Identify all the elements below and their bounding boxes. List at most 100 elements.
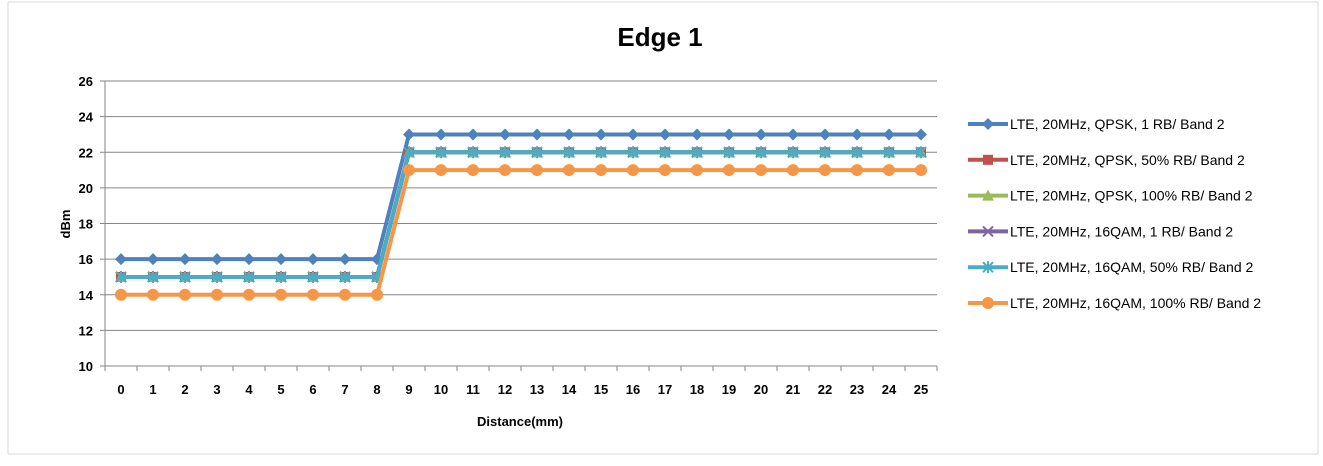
- x-tick-label: 12: [498, 382, 512, 397]
- data-point: [531, 146, 543, 159]
- x-tick-label: 7: [341, 382, 348, 397]
- data-point: [819, 146, 831, 159]
- data-point: [819, 164, 831, 177]
- x-tick-label: 5: [277, 382, 284, 397]
- series-1: [115, 128, 927, 266]
- data-point: [435, 128, 447, 141]
- data-point: [275, 288, 287, 301]
- data-point: [307, 288, 319, 301]
- y-tick-label: 20: [79, 181, 93, 196]
- x-tick-label: 8: [373, 382, 380, 397]
- data-point: [467, 128, 479, 141]
- data-point: [627, 146, 639, 159]
- legend-item: LTE, 20MHz, 16QAM, 50% RB/ Band 2: [968, 259, 1254, 275]
- y-axis-label: dBm: [58, 210, 73, 239]
- x-tick-label: 2: [181, 382, 188, 397]
- legend-label: LTE, 20MHz, 16QAM, 1 RB/ Band 2: [1010, 223, 1233, 239]
- data-point: [755, 128, 767, 141]
- data-point: [595, 146, 607, 159]
- data-point: [915, 128, 927, 141]
- x-tick-label: 4: [245, 382, 253, 397]
- x-tick-label: 17: [658, 382, 672, 397]
- data-point: [403, 164, 415, 177]
- data-point: [755, 146, 767, 159]
- data-point: [723, 128, 735, 141]
- data-point: [499, 146, 511, 159]
- x-tick-label: 3: [213, 382, 220, 397]
- data-point: [275, 270, 287, 283]
- data-point: [787, 146, 799, 159]
- data-point: [435, 146, 447, 159]
- data-point: [499, 164, 511, 177]
- data-point: [243, 288, 255, 301]
- legend-marker: [982, 261, 994, 274]
- data-point: [147, 288, 159, 301]
- data-point: [531, 164, 543, 177]
- data-point: [659, 164, 671, 177]
- data-point: [691, 128, 703, 141]
- legend-label: LTE, 20MHz, QPSK, 50% RB/ Band 2: [1010, 152, 1245, 168]
- series-group: [115, 128, 927, 301]
- data-point: [211, 270, 223, 283]
- data-point: [339, 288, 351, 301]
- x-tick-label: 6: [309, 382, 316, 397]
- data-point: [595, 128, 607, 141]
- data-point: [883, 146, 895, 159]
- data-point: [723, 146, 735, 159]
- marker-stroke: [982, 225, 994, 238]
- x-tick-label: 1: [149, 382, 156, 397]
- data-point: [115, 288, 127, 301]
- data-point: [883, 164, 895, 177]
- legend-label: LTE, 20MHz, 16QAM, 50% RB/ Band 2: [1010, 259, 1254, 275]
- data-point: [563, 146, 575, 159]
- legend: LTE, 20MHz, QPSK, 1 RB/ Band 2 LTE, 20MHz…: [968, 116, 1261, 311]
- data-point: [467, 146, 479, 159]
- legend-item: LTE, 20MHz, QPSK, 1 RB/ Band 2: [968, 116, 1225, 132]
- y-tick-label: 22: [79, 145, 93, 160]
- x-tick-label: 19: [722, 382, 736, 397]
- data-point: [243, 270, 255, 283]
- x-tick-label: 25: [914, 382, 928, 397]
- data-point: [243, 253, 255, 266]
- series-6: [115, 164, 927, 301]
- legend-marker: [982, 225, 994, 238]
- legend-item: LTE, 20MHz, 16QAM, 100% RB/ Band 2: [968, 295, 1261, 311]
- data-point: [115, 253, 127, 266]
- data-point: [275, 253, 287, 266]
- data-point: [307, 253, 319, 266]
- series-line: [121, 150, 921, 279]
- y-tick-label: 24: [79, 110, 94, 125]
- y-tick-label: 26: [79, 74, 93, 89]
- x-tick-label: 13: [530, 382, 544, 397]
- x-tick-label: 14: [562, 382, 577, 397]
- data-point: [467, 164, 479, 177]
- legend-label: LTE, 20MHz, 16QAM, 100% RB/ Band 2: [1010, 295, 1261, 311]
- x-tick-label: 23: [850, 382, 864, 397]
- data-point: [787, 164, 799, 177]
- legend-item: LTE, 20MHz, 16QAM, 1 RB/ Band 2: [968, 223, 1233, 239]
- data-point: [915, 146, 927, 159]
- x-tick-label: 0: [117, 382, 124, 397]
- data-point: [595, 164, 607, 177]
- y-tick-label: 14: [79, 288, 94, 303]
- data-point: [435, 164, 447, 177]
- data-point: [659, 128, 671, 141]
- data-point: [787, 128, 799, 141]
- data-point: [691, 146, 703, 159]
- legend-marker: [982, 297, 994, 309]
- legend-marker: [982, 189, 994, 201]
- x-tick-label: 10: [434, 382, 448, 397]
- data-point: [531, 128, 543, 141]
- data-point: [403, 128, 415, 141]
- data-point: [147, 270, 159, 283]
- data-point: [627, 164, 639, 177]
- data-point: [179, 270, 191, 283]
- data-point: [851, 146, 863, 159]
- data-point: [819, 128, 831, 141]
- data-point: [883, 128, 895, 141]
- data-point: [307, 270, 319, 283]
- y-tick-label: 12: [79, 323, 93, 338]
